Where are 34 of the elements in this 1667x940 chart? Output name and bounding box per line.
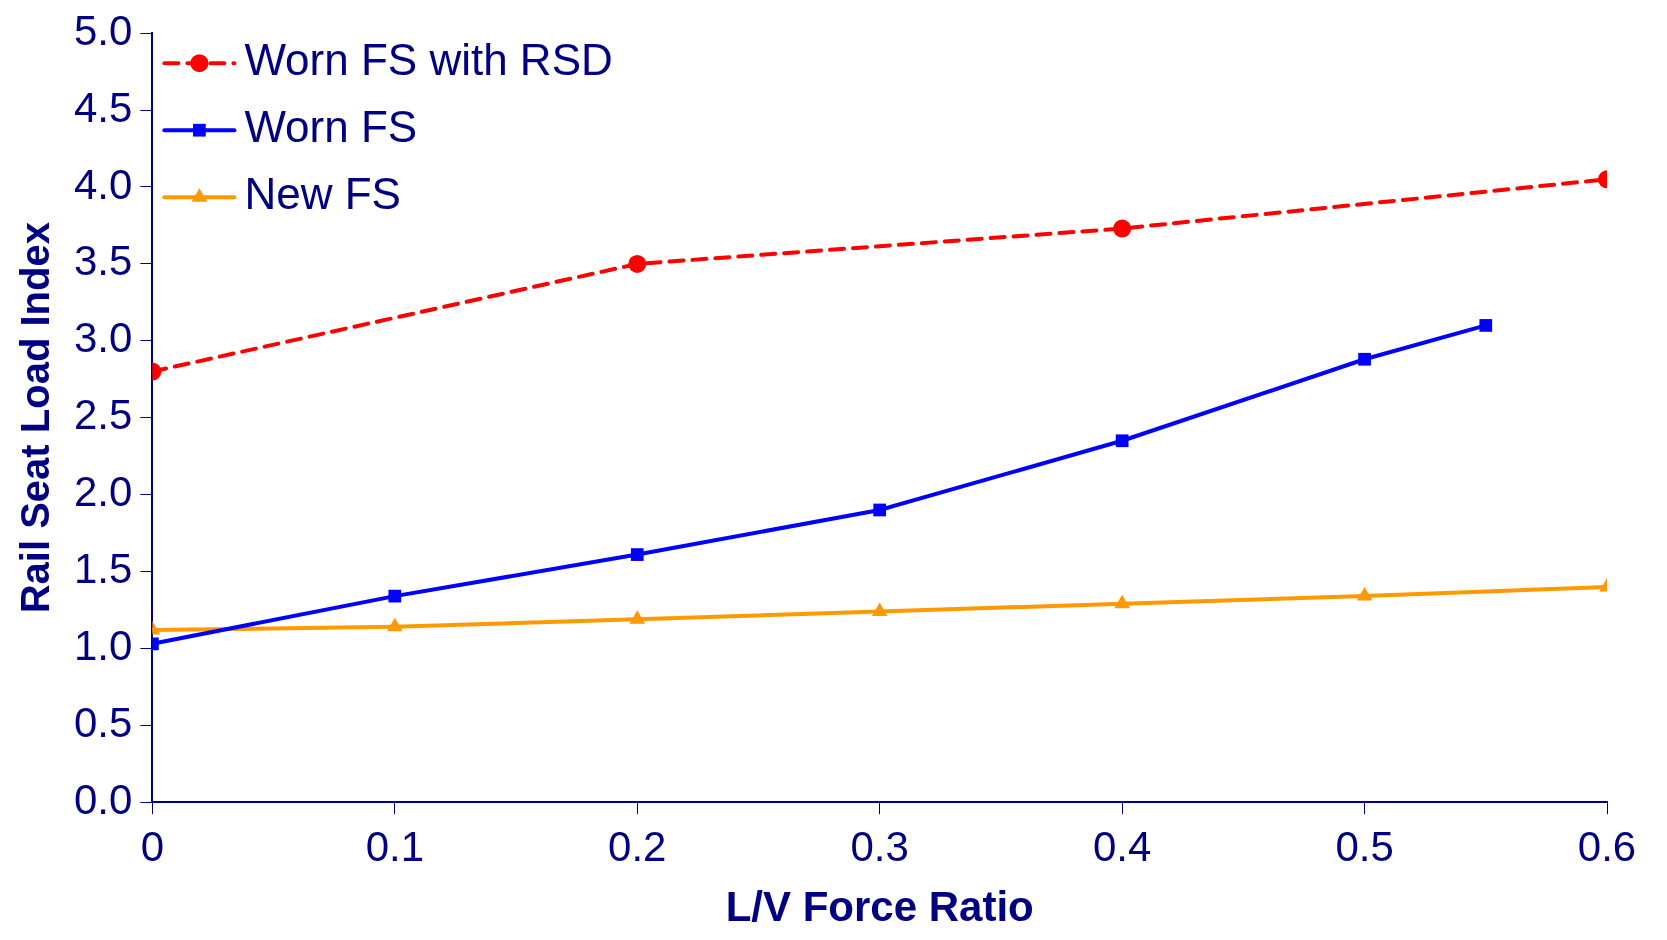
point	[387, 617, 403, 632]
y-tick-label: 2.5	[74, 391, 133, 439]
y-tick-label: 5.0	[74, 6, 133, 54]
point	[630, 548, 644, 561]
point	[1114, 594, 1130, 609]
y-tick-label: 3.5	[74, 237, 133, 285]
point	[1115, 434, 1129, 448]
x-tick-label: 0.2	[608, 822, 667, 870]
y-tick-label: 1.0	[74, 621, 133, 669]
x-tick-label: 0.5	[1335, 822, 1394, 870]
y-tick-label: 2.0	[74, 468, 133, 516]
legend-label: New FS	[244, 169, 401, 219]
point	[1358, 352, 1371, 366]
y-axis-title: Rail Seat Load Index	[13, 222, 58, 614]
point	[873, 503, 887, 517]
point	[388, 589, 402, 603]
x-tick-label: 0.4	[1092, 822, 1152, 870]
y-tick-label: 4.0	[74, 160, 133, 208]
x-tick-label: 0.3	[850, 822, 909, 870]
point	[1479, 319, 1493, 332]
y-tick-label: 1.5	[74, 545, 133, 593]
legend-label: Worn FS with RSD	[244, 35, 613, 85]
legend-label: Worn FS	[244, 102, 418, 152]
point	[1356, 587, 1373, 601]
x-tick-label: 0.1	[365, 822, 425, 870]
x-tick-label: 0.6	[1577, 822, 1637, 870]
y-tick-label: 0.5	[74, 698, 133, 746]
point	[871, 602, 888, 616]
y-tick-label: 4.5	[74, 83, 133, 131]
point	[629, 610, 646, 624]
x-axis-title: L/V Force Ratio	[725, 883, 1034, 931]
y-tick-label: 0.0	[74, 775, 133, 823]
x-tick-label: 0	[140, 822, 165, 870]
y-tick-label: 3.0	[74, 314, 133, 362]
